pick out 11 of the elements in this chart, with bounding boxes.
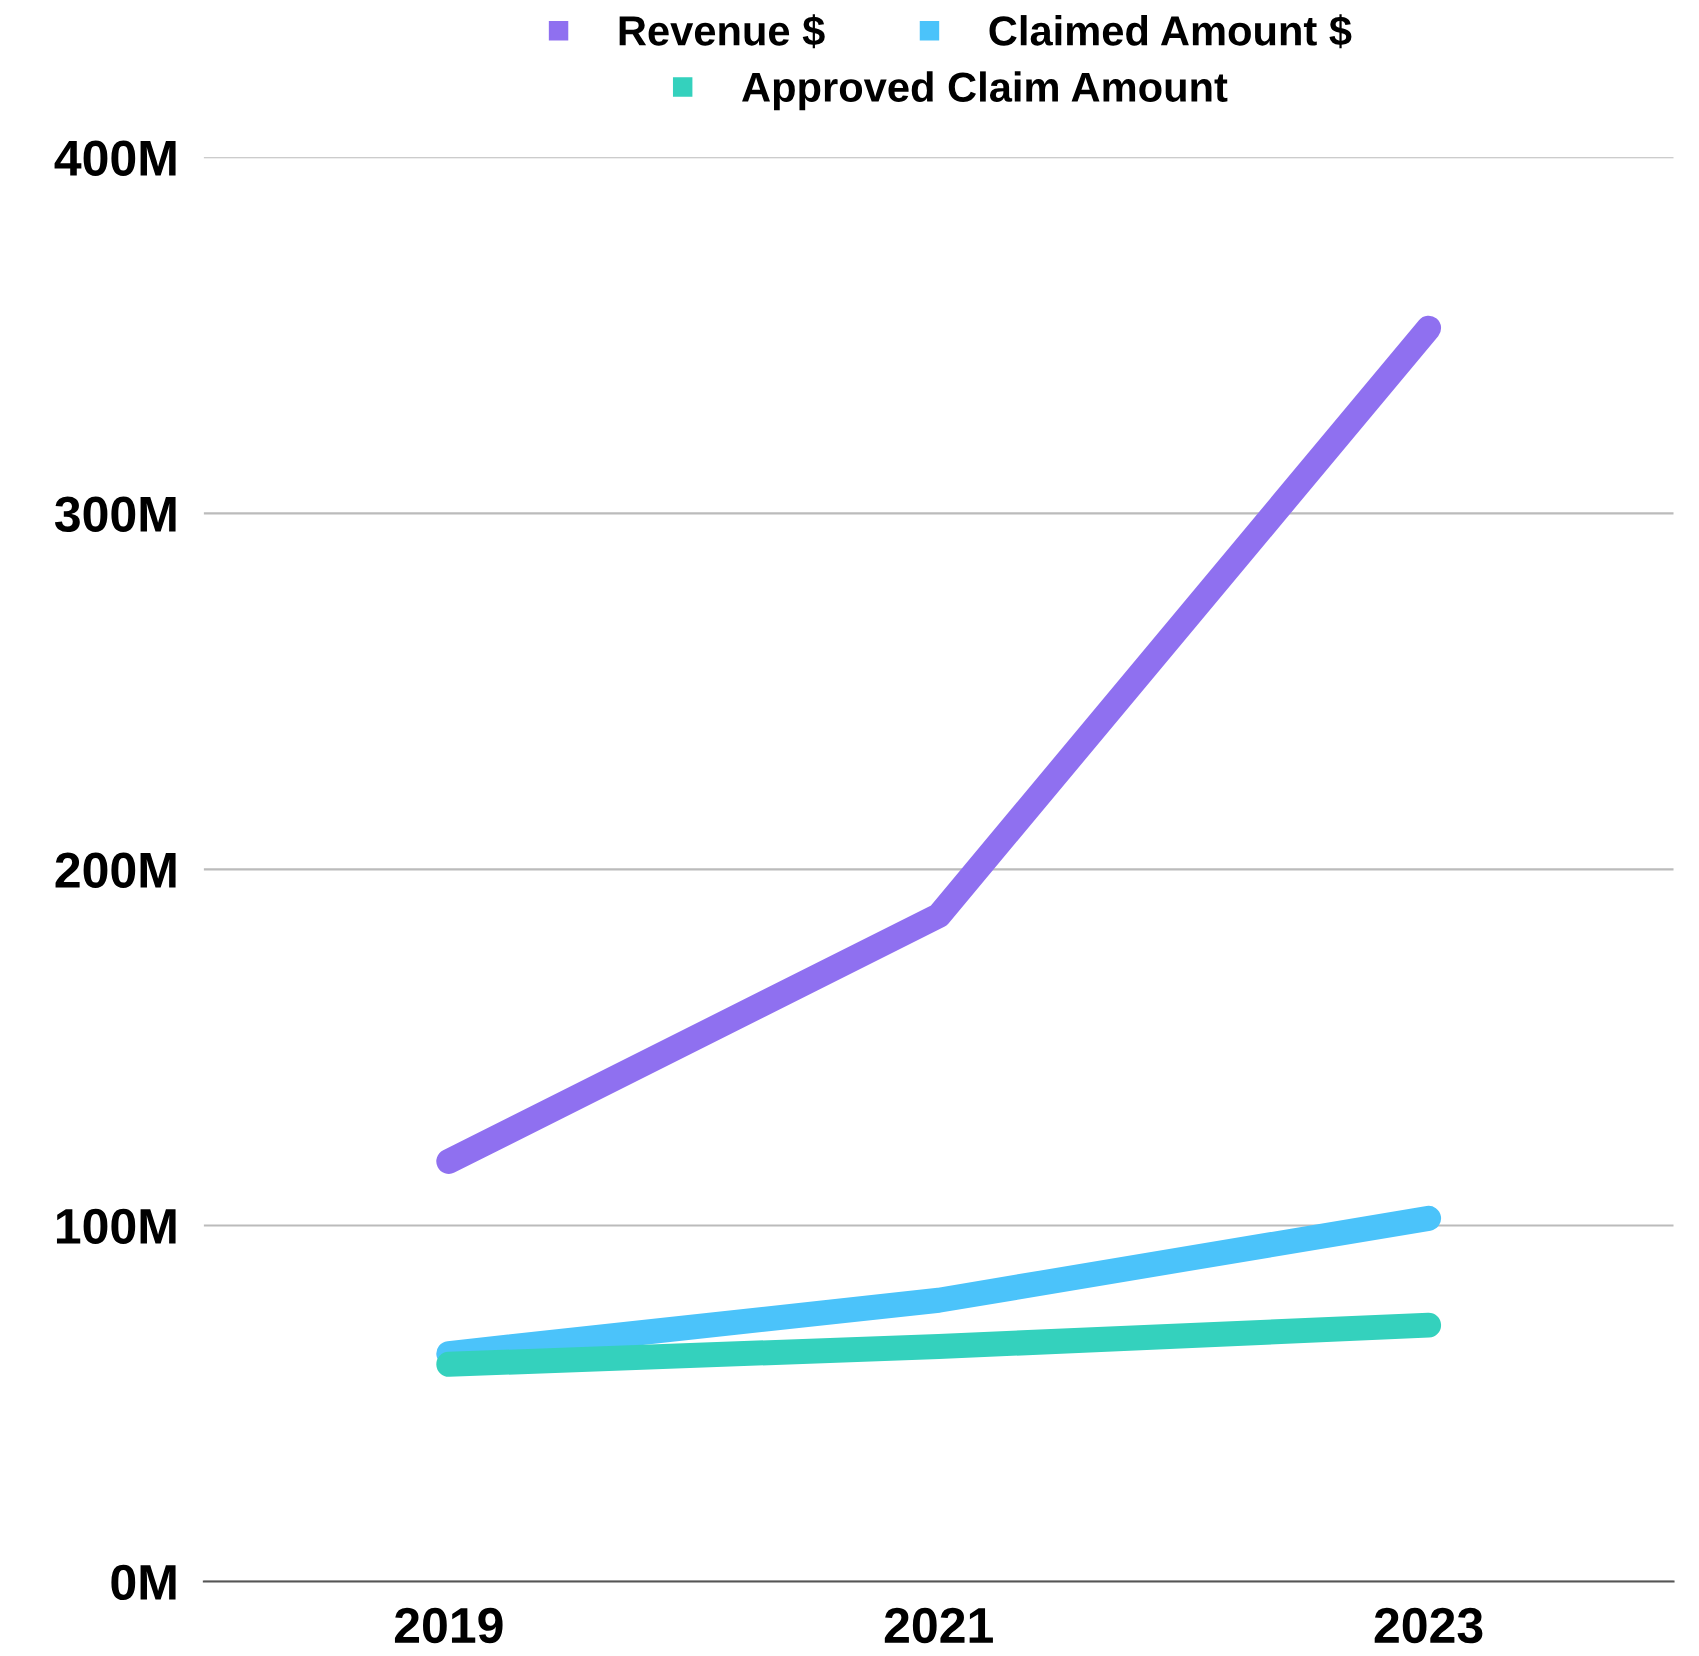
y-tick-label: 0M	[111, 1564, 176, 1601]
y-tick-label: 200M	[55, 852, 176, 889]
x-tick-label: 2021	[884, 1607, 993, 1644]
legend-label: Revenue $	[619, 14, 825, 49]
x-tick-label: 2023	[1374, 1607, 1483, 1644]
x-tick-label: 2019	[394, 1607, 503, 1644]
y-tick-label: 100M	[56, 1208, 176, 1245]
y-tick-label: 400M	[54, 140, 176, 176]
y-tick-label: 300M	[54, 496, 176, 533]
legend-label: Approved Claim Amount	[742, 71, 1228, 111]
legend-label: Claimed Amount $	[989, 14, 1352, 49]
